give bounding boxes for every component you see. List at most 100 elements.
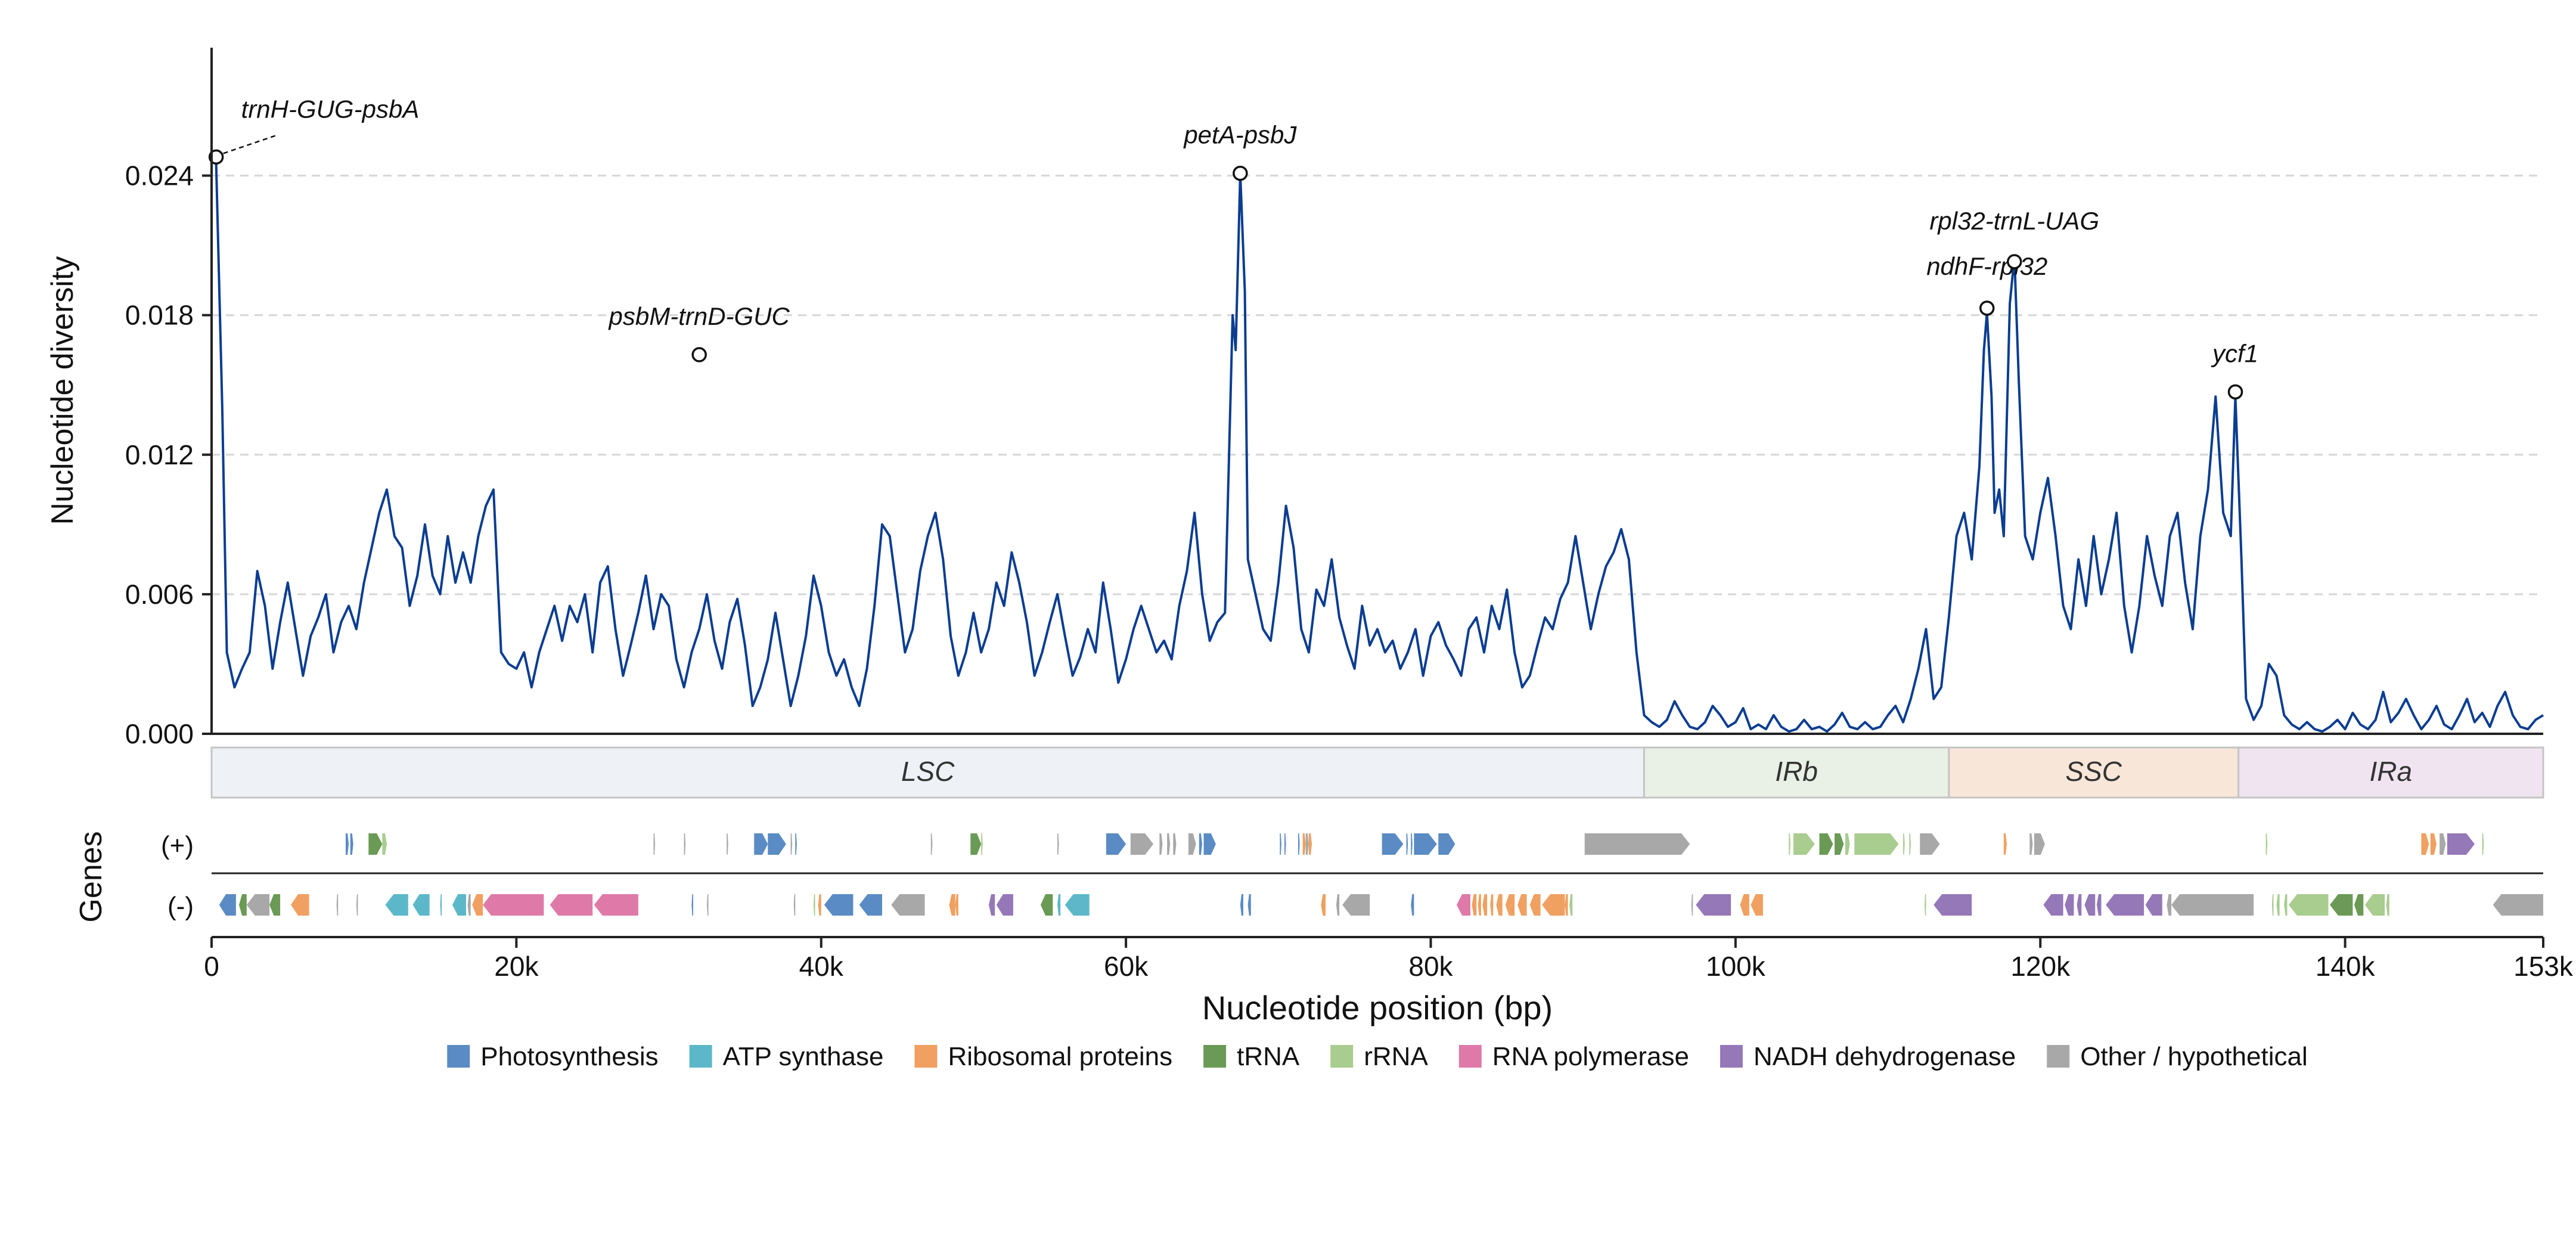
gene-plus [1188, 833, 1196, 855]
gene-minus [813, 894, 815, 916]
peak-marker [691, 347, 707, 362]
gene-minus [1490, 894, 1494, 916]
gene-plus [1167, 833, 1171, 855]
legend-swatch-ndh [1720, 1045, 1743, 1068]
x-axis-label: Nucleotide position (bp) [1202, 989, 1553, 1026]
gene-plus [1903, 833, 1905, 855]
gene-minus [1057, 894, 1061, 916]
grid-lines [212, 175, 2543, 596]
x-tick-label: 40k [799, 951, 844, 982]
x-tick-label: 0 [204, 951, 219, 982]
peak-marker [1979, 300, 1995, 316]
gene-plus [1305, 833, 1309, 855]
gene-minus [1321, 894, 1326, 916]
gene-minus [2386, 894, 2389, 916]
gene-minus [1342, 894, 1370, 916]
gene-minus [1040, 894, 1053, 916]
gene-plus [2440, 833, 2446, 855]
y-ticks: 0.000 0.006 0.012 0.018 0.024 [125, 160, 212, 749]
legend-swatch-atp [689, 1045, 712, 1068]
gene-minus [1496, 894, 1503, 916]
gene-minus [2096, 894, 2102, 916]
gene-minus [2276, 894, 2280, 916]
gene-plus [1411, 833, 1413, 855]
legend-swatch-rnapol [1458, 1045, 1482, 1068]
gene-minus [1924, 894, 1926, 916]
gene-minus [2077, 894, 2082, 916]
gene-minus [2145, 894, 2162, 916]
gene-plus [2029, 833, 2033, 855]
gene-minus [1240, 894, 1243, 916]
gene-minus [2330, 894, 2353, 916]
gene-minus [2493, 894, 2543, 916]
gene-minus [818, 894, 821, 916]
gene-plus [1199, 833, 1202, 855]
gene-plus [1789, 833, 1790, 855]
legend-label-ribo: Ribosomal proteins [948, 1042, 1172, 1071]
gene-minus [239, 894, 247, 916]
gene-plus [2421, 833, 2429, 855]
legend-label-rnapol: RNA polymerase [1492, 1042, 1689, 1071]
gene-plus [1835, 833, 1844, 855]
gene-minus [1529, 894, 1541, 916]
gene-minus [1456, 894, 1470, 916]
peak-label: trnH-GUG-psbA [241, 95, 420, 123]
gene-plus [350, 833, 353, 855]
gene-plus [1438, 833, 1455, 855]
y-tick-label: 0.012 [125, 439, 194, 470]
gene-minus [290, 894, 309, 916]
x-tick-label: 60k [1104, 951, 1149, 982]
x-tick-label: 153k [2513, 951, 2574, 982]
legend-label-ndh: NADH dehydrogenase [1753, 1042, 2016, 1071]
gene-minus [1482, 894, 1488, 916]
gene-minus [550, 894, 593, 916]
region-label: SSC [2065, 756, 2122, 787]
gene-plus [1793, 833, 1815, 855]
region-bar: LSC IRb SSC IRa [210, 746, 2544, 799]
gene-plus [981, 833, 983, 855]
gene-plus [684, 833, 686, 855]
y-tick-label: 0.000 [125, 718, 194, 749]
diversity-line [210, 156, 2544, 733]
region-label: IRb [1775, 756, 1818, 787]
gene-plus [368, 833, 383, 855]
gene-minus [1696, 894, 1731, 916]
gene-minus [1505, 894, 1515, 916]
gene-plus [1909, 833, 1911, 855]
legend-swatch-photo [447, 1045, 470, 1068]
gene-minus [2364, 894, 2385, 916]
x-tick-label: 20k [494, 951, 539, 982]
y-tick-label: 0.018 [125, 300, 194, 331]
legend-label-trna: tRNA [1237, 1042, 1300, 1071]
gene-plus [795, 833, 797, 855]
region-label: IRa [2370, 756, 2413, 787]
strand-label-minus: (-) [167, 892, 194, 921]
gene-minus [246, 894, 270, 916]
genes-axis-label: Genes [74, 831, 108, 922]
gene-plus [1284, 833, 1286, 855]
gene-minus [1933, 894, 1972, 916]
gene-minus [2171, 894, 2254, 916]
gene-minus [356, 894, 358, 916]
gene-minus [467, 894, 471, 916]
y-tick-label: 0.024 [125, 160, 194, 191]
gene-minus [1336, 894, 1340, 916]
gene-plus [2003, 833, 2007, 855]
gene-minus [2354, 894, 2364, 916]
gene-minus [472, 894, 483, 916]
gene-minus [1247, 894, 1251, 916]
gene-plus [2447, 833, 2475, 855]
gene-plus [2482, 833, 2484, 855]
gene-plus [790, 833, 793, 855]
legend-swatch-other [2047, 1045, 2070, 1068]
gene-map [219, 833, 2543, 916]
y-tick-label: 0.006 [125, 579, 194, 610]
peak-label: psbM-trnD-GUC [608, 302, 790, 330]
gene-plus [1280, 833, 1281, 855]
gene-minus [483, 894, 544, 916]
peak-label: rpl32-trnL-UAG [1929, 207, 2099, 235]
gene-minus [219, 894, 236, 916]
peak-marker [2227, 384, 2243, 400]
gene-plus [1845, 833, 1850, 855]
